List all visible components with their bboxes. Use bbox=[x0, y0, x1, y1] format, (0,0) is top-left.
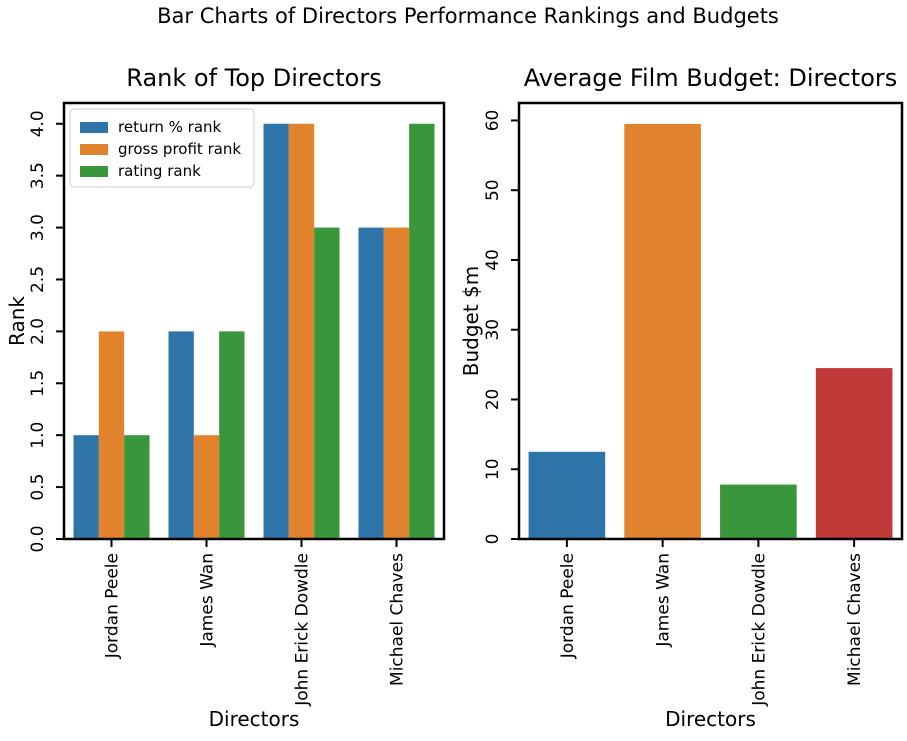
ytick-label-0-2: 1.0 bbox=[28, 422, 48, 449]
ytick-label-1-2: 20 bbox=[483, 389, 503, 411]
xtick-label-1-2: John Erick Dowdle bbox=[749, 553, 769, 707]
ytick-label-1-3: 30 bbox=[483, 319, 503, 341]
legend-label-0-1: gross profit rank bbox=[118, 140, 241, 158]
ytick-label-0-7: 3.5 bbox=[28, 162, 48, 189]
ytick-label-1-6: 60 bbox=[483, 110, 503, 132]
xtick-label-0-0: Jordan Peele bbox=[103, 553, 123, 659]
ytick-label-0-5: 2.5 bbox=[28, 266, 48, 293]
xtick-label-1-0: Jordan Peele bbox=[558, 553, 578, 659]
ytick-label-0-0: 0.0 bbox=[28, 525, 48, 552]
bar-0-0-0 bbox=[73, 435, 99, 539]
figure-suptitle: Bar Charts of Directors Performance Rank… bbox=[157, 4, 779, 28]
ytick-label-1-0: 0 bbox=[483, 534, 503, 545]
ytick-label-0-4: 2.0 bbox=[28, 318, 48, 345]
legend-swatch-0-1 bbox=[80, 144, 108, 155]
bar-0-2-1 bbox=[219, 331, 245, 539]
x-axis-label-0: Directors bbox=[209, 707, 300, 731]
y-axis-label-0: Rank bbox=[5, 296, 29, 346]
chart-title-1: Average Film Budget: Directors bbox=[524, 64, 898, 92]
bar-1-3 bbox=[815, 368, 893, 539]
xtick-label-0-3: Michael Chaves bbox=[388, 553, 408, 686]
legend-label-0-2: rating rank bbox=[118, 162, 201, 180]
xtick-label-0-2: John Erick Dowdle bbox=[293, 553, 313, 707]
chart-title-0: Rank of Top Directors bbox=[126, 64, 381, 92]
legend-box-0 bbox=[69, 108, 255, 188]
legend-swatch-0-2 bbox=[80, 166, 108, 177]
bar-0-1-1 bbox=[193, 435, 220, 539]
bar-0-1-3 bbox=[383, 227, 410, 540]
ytick-label-1-1: 10 bbox=[483, 458, 503, 480]
x-axis-label-1: Directors bbox=[665, 707, 756, 731]
legend-swatch-0-0 bbox=[80, 122, 108, 133]
axes-frame-1 bbox=[517, 101, 904, 541]
bar-1-1 bbox=[624, 123, 701, 539]
xtick-label-1-1: James Wan bbox=[654, 553, 674, 648]
bar-0-1-2 bbox=[288, 123, 315, 539]
axes-frame-0 bbox=[62, 101, 446, 541]
bar-0-0-3 bbox=[358, 227, 384, 540]
xtick-label-1-3: Michael Chaves bbox=[845, 553, 865, 686]
bar-0-2-2 bbox=[314, 227, 340, 540]
bar-1-0 bbox=[528, 451, 606, 539]
ytick-label-1-4: 40 bbox=[483, 249, 503, 271]
ytick-label-1-5: 50 bbox=[483, 179, 503, 201]
ytick-label-0-6: 3.0 bbox=[28, 214, 48, 241]
ytick-label-0-8: 4.0 bbox=[28, 110, 48, 137]
bar-0-0-2 bbox=[263, 123, 289, 539]
ytick-label-0-1: 0.5 bbox=[28, 474, 48, 501]
bar-1-2 bbox=[720, 484, 797, 539]
bar-0-0-1 bbox=[168, 331, 194, 539]
ytick-label-0-3: 1.5 bbox=[28, 370, 48, 397]
xtick-label-0-1: James Wan bbox=[198, 553, 218, 648]
bar-0-2-0 bbox=[124, 435, 150, 539]
bar-0-2-3 bbox=[409, 123, 435, 539]
y-axis-label-1: Budget $m bbox=[459, 266, 483, 377]
bar-0-1-0 bbox=[98, 331, 125, 539]
legend-label-0-0: return % rank bbox=[118, 118, 222, 136]
